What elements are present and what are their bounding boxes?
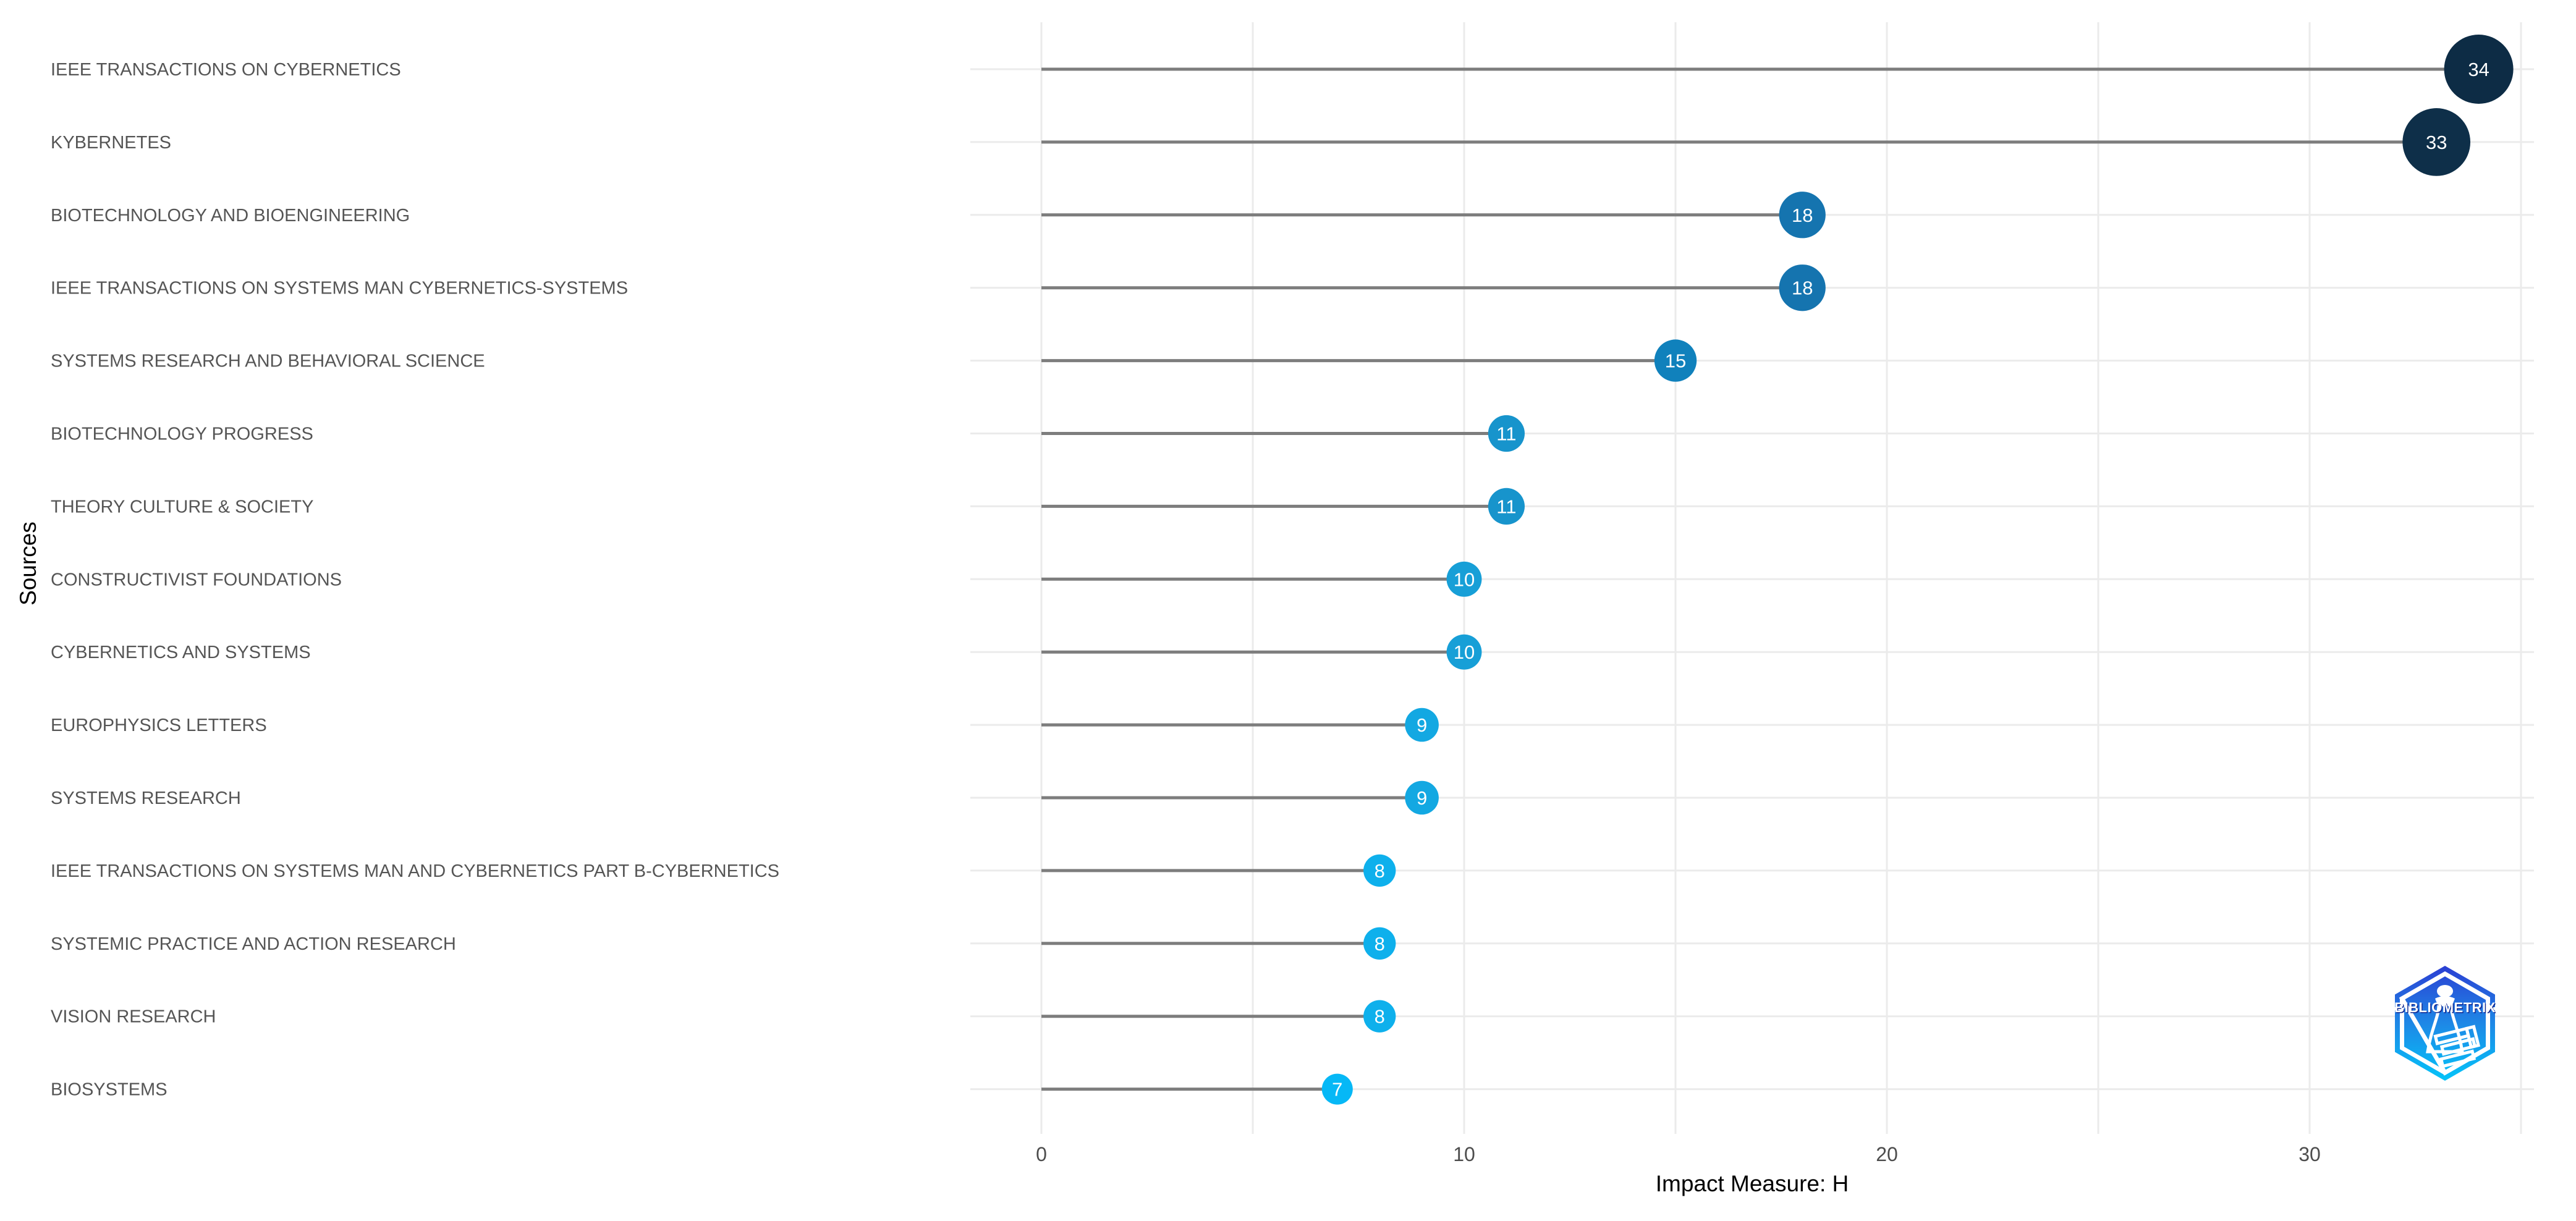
category-label: IEEE TRANSACTIONS ON SYSTEMS MAN CYBERNE… bbox=[51, 279, 628, 298]
value-dot bbox=[1779, 192, 1826, 239]
value-label: 33 bbox=[2426, 132, 2447, 153]
value-dot bbox=[1488, 415, 1525, 452]
value-label: 8 bbox=[1375, 933, 1385, 955]
value-label: 34 bbox=[2468, 59, 2489, 80]
value-label: 9 bbox=[1417, 787, 1427, 809]
value-dot bbox=[1321, 1073, 1353, 1105]
x-axis-title: Impact Measure: H bbox=[1655, 1171, 1849, 1196]
value-dot bbox=[1446, 561, 1482, 597]
value-label: 10 bbox=[1454, 641, 1475, 663]
category-label: SYSTEMIC PRACTICE AND ACTION RESEARCH bbox=[51, 934, 456, 954]
x-tick-label: 0 bbox=[1036, 1143, 1047, 1165]
value-label: 11 bbox=[1496, 423, 1516, 445]
bibliometrix-logo: BIBLIOMETRIX BIBLIOMETRIX bbox=[2394, 966, 2496, 1081]
x-tick-label: 30 bbox=[2298, 1143, 2321, 1165]
logo-hexagon-outer bbox=[2395, 966, 2495, 1081]
logo-wordmark: BIBLIOMETRIX BIBLIOMETRIX bbox=[2394, 1000, 2496, 1016]
value-label: 11 bbox=[1496, 496, 1516, 517]
value-dot bbox=[1363, 927, 1396, 960]
category-label: KYBERNETES bbox=[51, 133, 171, 153]
value-dot bbox=[1488, 488, 1525, 525]
x-tick-label: 20 bbox=[1876, 1143, 1898, 1165]
value-dot bbox=[1446, 634, 1482, 670]
value-dot bbox=[1363, 1000, 1396, 1033]
value-dot bbox=[1363, 854, 1396, 887]
logo-books-icon bbox=[2433, 1025, 2481, 1068]
category-label: IEEE TRANSACTIONS ON CYBERNETICS bbox=[51, 60, 401, 80]
value-label: 18 bbox=[1792, 277, 1813, 299]
y-axis-title: Sources bbox=[15, 522, 41, 606]
logo-pawn-icon bbox=[2426, 985, 2464, 1054]
category-label: SYSTEMS RESEARCH bbox=[51, 788, 241, 808]
value-label: 7 bbox=[1332, 1079, 1342, 1101]
category-label: BIOTECHNOLOGY AND BIOENGINEERING bbox=[51, 206, 410, 226]
category-label: CYBERNETICS AND SYSTEMS bbox=[51, 643, 311, 662]
value-dot bbox=[1405, 780, 1439, 815]
category-label: BIOTECHNOLOGY PROGRESS bbox=[51, 425, 313, 444]
value-label: 18 bbox=[1792, 205, 1813, 226]
value-dot bbox=[2402, 108, 2471, 176]
x-tick-label: 10 bbox=[1453, 1143, 1475, 1165]
value-dot bbox=[1654, 339, 1697, 382]
value-dot bbox=[1405, 708, 1439, 742]
value-label: 8 bbox=[1375, 1006, 1385, 1028]
category-label: SYSTEMS RESEARCH AND BEHAVIORAL SCIENCE bbox=[51, 352, 485, 371]
category-label: CONSTRUCTIVIST FOUNDATIONS bbox=[51, 570, 342, 589]
value-label: 9 bbox=[1417, 714, 1427, 736]
category-label: THEORY CULTURE & SOCIETY bbox=[51, 497, 313, 517]
category-label: BIOSYSTEMS bbox=[51, 1080, 167, 1100]
value-label: 10 bbox=[1454, 568, 1475, 590]
category-label: IEEE TRANSACTIONS ON SYSTEMS MAN AND CYB… bbox=[51, 861, 779, 881]
value-label: 15 bbox=[1665, 350, 1686, 372]
value-dot bbox=[1779, 264, 1826, 311]
category-label: EUROPHYSICS LETTERS bbox=[51, 716, 267, 735]
svg-text:BIBLIOMETRIX: BIBLIOMETRIX bbox=[2396, 1001, 2497, 1016]
svg-text:BIBLIOMETRIX: BIBLIOMETRIX bbox=[2394, 1000, 2496, 1015]
category-label: VISION RESEARCH bbox=[51, 1007, 216, 1027]
value-dot bbox=[2444, 35, 2514, 104]
logo-hexagon-inner-ring bbox=[2400, 971, 2490, 1076]
value-label: 8 bbox=[1375, 860, 1385, 882]
